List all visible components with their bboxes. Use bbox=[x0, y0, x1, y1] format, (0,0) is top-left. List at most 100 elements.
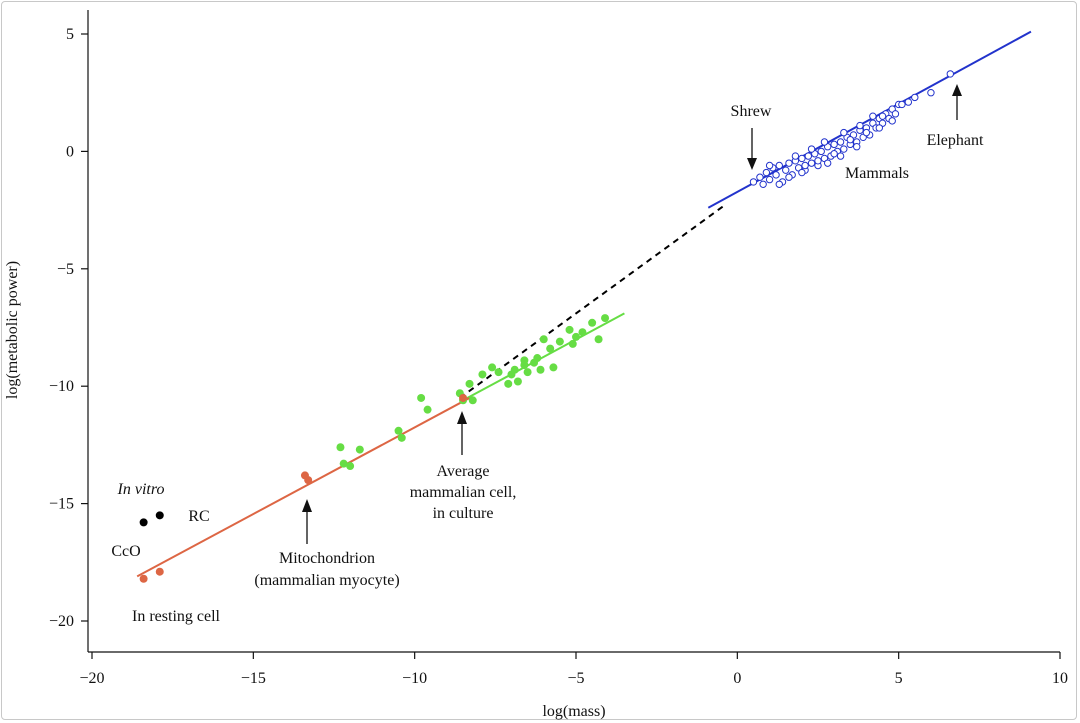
y-tick-label: −15 bbox=[49, 496, 74, 513]
data-point-organelles bbox=[459, 393, 468, 402]
data-point-mammals bbox=[798, 168, 806, 177]
y-tick-label: −10 bbox=[49, 378, 74, 395]
mito-label-line2: (mammalian myocyte) bbox=[254, 572, 399, 589]
fit-line-organelles bbox=[136, 397, 470, 578]
data-point-mammals bbox=[898, 100, 906, 109]
data-point-mammals bbox=[775, 161, 783, 170]
data-point-mammals bbox=[830, 140, 838, 149]
data-point-mammals bbox=[840, 128, 848, 137]
fit-line-cells bbox=[462, 312, 625, 402]
y-tick-label: −20 bbox=[49, 613, 74, 630]
data-point-organelles bbox=[304, 476, 313, 485]
data-point-mammals bbox=[814, 157, 822, 165]
data-point-cells bbox=[488, 363, 497, 372]
data-point-mammals bbox=[765, 161, 774, 170]
resting-cell-label: In resting cell bbox=[132, 608, 221, 625]
data-point-mammals bbox=[772, 171, 780, 179]
data-point-organelles bbox=[155, 567, 164, 576]
data-point-mammals bbox=[762, 168, 771, 177]
avg-cell-label-line2: mammalian cell, bbox=[410, 484, 517, 501]
data-point-mammals bbox=[856, 121, 864, 130]
data-point-mammals bbox=[791, 152, 800, 160]
cco-label: CcO bbox=[111, 543, 140, 560]
data-point-cells bbox=[339, 459, 348, 468]
data-point-cells bbox=[594, 335, 603, 344]
data-point-mammals bbox=[807, 145, 816, 153]
data-point-mammals bbox=[817, 147, 825, 156]
data-point-mammals bbox=[862, 128, 871, 137]
rc-label: RC bbox=[188, 508, 209, 525]
mito-label-line1: Mitochondrion bbox=[279, 550, 375, 567]
elephant-label: Elephant bbox=[927, 132, 984, 149]
data-point-mammals bbox=[836, 138, 845, 146]
data-point-mammals bbox=[798, 154, 806, 163]
data-point-cells bbox=[549, 363, 558, 372]
data-point-cells bbox=[468, 396, 477, 405]
x-axis-label: log(mass) bbox=[542, 703, 605, 720]
data-point-mammals bbox=[765, 175, 774, 184]
data-point-cells bbox=[394, 426, 403, 435]
avg-cell-label-line3: in culture bbox=[433, 505, 494, 522]
y-axis-label: log(metabolic power) bbox=[4, 261, 21, 399]
mammals-label: Mammals bbox=[845, 165, 909, 182]
y-tick-label: 0 bbox=[66, 143, 74, 160]
data-point-cells bbox=[397, 433, 406, 442]
data-point-mammals bbox=[869, 112, 877, 120]
data-point-in_vitro bbox=[139, 518, 148, 527]
data-point-cells bbox=[568, 339, 577, 348]
x-tick-label: 5 bbox=[895, 670, 903, 687]
data-point-mammals bbox=[830, 150, 838, 158]
data-point-mammals bbox=[749, 178, 758, 186]
avg-cell-label-line1: Average bbox=[437, 463, 490, 480]
data-point-organelles bbox=[139, 574, 148, 583]
y-tick-label: 5 bbox=[66, 26, 74, 43]
data-point-mammals bbox=[759, 180, 767, 188]
data-point-cells bbox=[530, 358, 539, 367]
x-tick-label: −5 bbox=[567, 670, 584, 687]
data-point-cells bbox=[546, 344, 555, 353]
data-point-cells bbox=[465, 379, 474, 388]
x-tick-label: 0 bbox=[733, 670, 741, 687]
data-point-mammals bbox=[911, 93, 919, 102]
data-points bbox=[139, 70, 954, 583]
data-point-mammals bbox=[820, 138, 829, 146]
data-point-cells bbox=[588, 318, 597, 327]
x-tick-label: 10 bbox=[1052, 670, 1068, 687]
data-point-cells bbox=[355, 445, 364, 454]
data-point-cells bbox=[523, 368, 532, 377]
data-point-cells bbox=[555, 337, 564, 346]
data-point-cells bbox=[494, 368, 503, 377]
data-point-mammals bbox=[785, 159, 793, 167]
data-point-mammals bbox=[891, 110, 900, 118]
data-point-in_vitro bbox=[155, 511, 164, 520]
data-point-cells bbox=[565, 325, 574, 334]
x-tick-label: −15 bbox=[241, 670, 266, 687]
data-point-mammals bbox=[756, 173, 764, 181]
y-tick-label: −5 bbox=[57, 261, 74, 278]
annotation-arrows bbox=[302, 84, 962, 544]
data-point-mammals bbox=[807, 159, 816, 167]
data-point-cells bbox=[336, 443, 345, 452]
x-tick-label: −20 bbox=[79, 670, 104, 687]
data-point-mammals bbox=[801, 161, 809, 170]
data-point-mammals bbox=[853, 143, 861, 151]
data-point-cells bbox=[601, 314, 610, 323]
data-point-mammals bbox=[878, 112, 887, 120]
data-point-cells bbox=[513, 377, 522, 386]
shrew-arrow bbox=[747, 128, 757, 170]
mito-arrow bbox=[302, 499, 312, 544]
data-point-mammals bbox=[875, 124, 884, 132]
shrew-label: Shrew bbox=[731, 103, 772, 120]
data-point-cells bbox=[417, 393, 426, 402]
data-point-cells bbox=[346, 462, 355, 471]
data-point-mammals bbox=[823, 159, 832, 167]
data-point-mammals bbox=[927, 89, 935, 97]
avg-cell-arrow bbox=[457, 411, 467, 455]
data-point-mammals bbox=[946, 70, 954, 78]
data-point-mammals bbox=[804, 152, 813, 160]
elephant-arrow bbox=[952, 84, 962, 120]
data-point-mammals bbox=[846, 135, 854, 144]
in-vitro-label: In vitro bbox=[117, 481, 165, 498]
